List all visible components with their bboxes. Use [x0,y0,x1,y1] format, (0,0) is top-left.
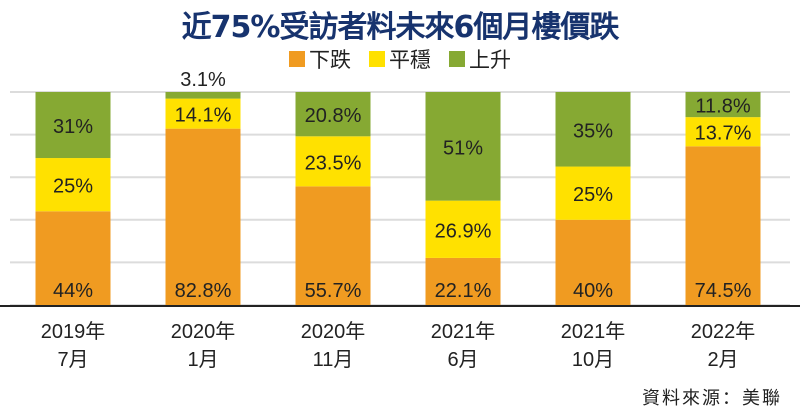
x-tick-label: 2021年 [431,320,496,343]
x-tick-label: 2021年 [561,320,626,343]
data-label: 3.1% [180,69,226,91]
x-tick-label: 2月 [707,349,738,371]
bar-segment [685,117,761,147]
data-label: 35% [573,120,613,142]
legend-swatch [289,51,305,67]
bar-segment [295,186,371,305]
data-label: 74.5% [695,280,752,302]
bar-segment [685,146,761,305]
x-tick-label: 2020年 [301,320,366,343]
x-tick-label: 11月 [313,349,354,371]
legend-label: 下跌 [309,48,351,72]
data-label: 26.9% [435,220,492,242]
data-label: 11.8% [695,96,750,118]
x-tick-label: 7月 [57,349,88,371]
source-note: 資料來源：美聯 [642,388,782,409]
bar-segment [165,98,241,129]
bar-segment [685,92,761,118]
x-tick-label: 1月 [187,349,218,371]
bar-segment [425,257,501,305]
legend-swatch [369,51,385,67]
bar-segment [425,92,501,201]
data-label: 44% [53,280,93,302]
data-label: 14.1% [175,105,232,127]
bar-segment [295,136,371,187]
data-label: 55.7% [305,280,362,302]
data-label: 25% [53,176,93,198]
legend-swatch [449,51,465,67]
data-label: 13.7% [695,123,752,145]
data-label: 20.8% [305,105,362,127]
bar-segment [35,158,111,212]
bar-segment [165,128,241,305]
bar-segment [165,92,241,99]
x-tick-label: 2020年 [171,320,236,343]
bar-segment [35,92,111,159]
bar-segment [425,200,501,258]
legend-label: 平穩 [389,48,431,72]
data-label: 51% [443,137,483,159]
bar-segment [555,166,631,220]
data-label: 31% [53,116,93,138]
x-tick-label: 2019年 [41,320,106,343]
legend: 下跌 平穩 上升 [0,44,800,74]
x-tick-label: 10月 [572,349,614,371]
legend-label: 上升 [469,48,511,72]
bar-segment [555,92,631,167]
data-label: 23.5% [305,152,362,174]
x-tick-label: 2022年 [691,320,756,343]
chart-title: 近75%受訪者料未來6個月樓價跌 [181,10,620,45]
data-label: 82.8% [175,280,232,302]
data-label: 25% [573,184,613,206]
bar-segment [555,219,631,305]
data-label: 40% [573,280,613,302]
bar-segment [295,92,371,137]
legend-item-stable: 平穩 [369,44,431,74]
legend-item-up: 上升 [449,44,511,74]
data-label: 22.1% [435,280,492,302]
bar-segment [35,211,111,305]
x-tick-label: 6月 [447,349,478,371]
legend-item-down: 下跌 [289,44,351,74]
